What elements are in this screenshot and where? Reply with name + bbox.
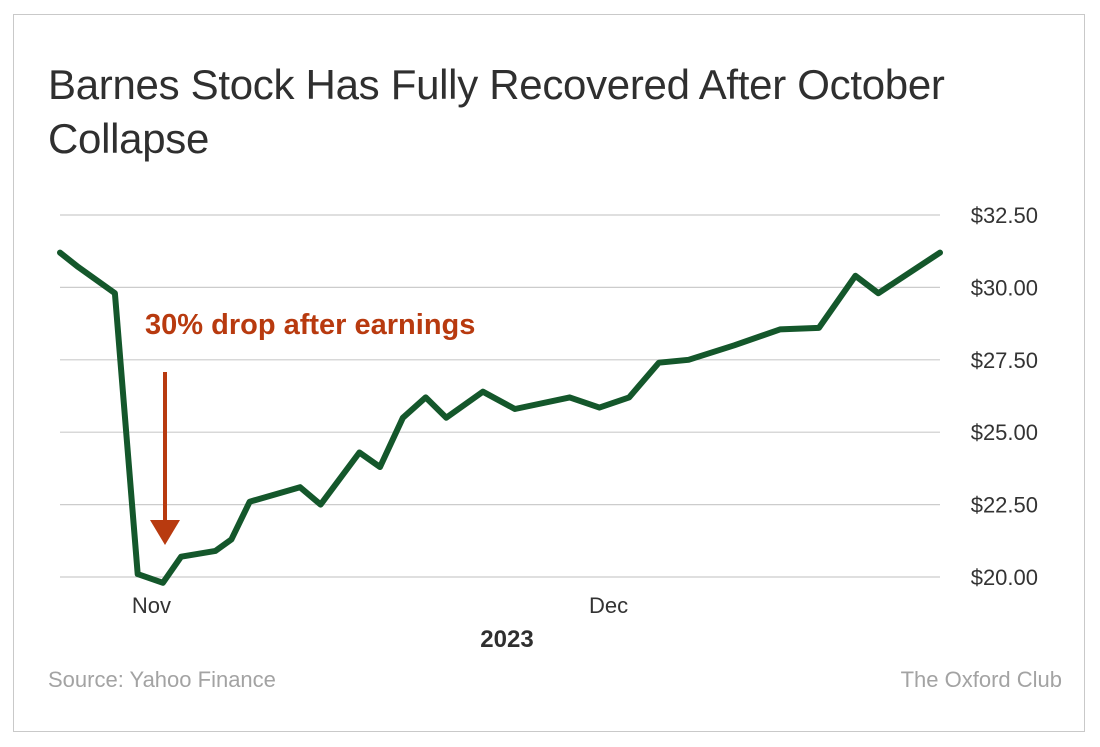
- y-tick-label: $22.50: [971, 493, 1038, 518]
- x-tick-label: Dec: [589, 593, 628, 618]
- x-axis-tick-labels: Nov Dec: [132, 593, 628, 618]
- y-axis-tick-labels: $20.00 $22.50 $25.00 $27.50 $30.00 $32.50: [971, 203, 1038, 590]
- y-tick-label: $30.00: [971, 275, 1038, 300]
- series-line: [57, 249, 943, 586]
- y-tick-label: $20.00: [971, 565, 1038, 590]
- gridlines: [60, 214, 940, 578]
- arrow-head: [150, 520, 180, 545]
- chart-card: [13, 14, 1085, 732]
- annotation-arrow: [150, 372, 180, 545]
- x-tick-label: Nov: [132, 593, 171, 618]
- y-tick-label: $25.00: [971, 420, 1038, 445]
- chart-title: Barnes Stock Has Fully Recovered After O…: [48, 61, 945, 162]
- y-tick-label: $32.50: [971, 203, 1038, 228]
- source-note: Source: Yahoo Finance: [48, 667, 276, 692]
- x-axis-label: 2023: [480, 626, 533, 653]
- y-tick-label: $27.50: [971, 348, 1038, 373]
- annotation-text: 30% drop after earnings: [145, 309, 475, 341]
- brand-name: The Oxford Club: [900, 667, 1062, 692]
